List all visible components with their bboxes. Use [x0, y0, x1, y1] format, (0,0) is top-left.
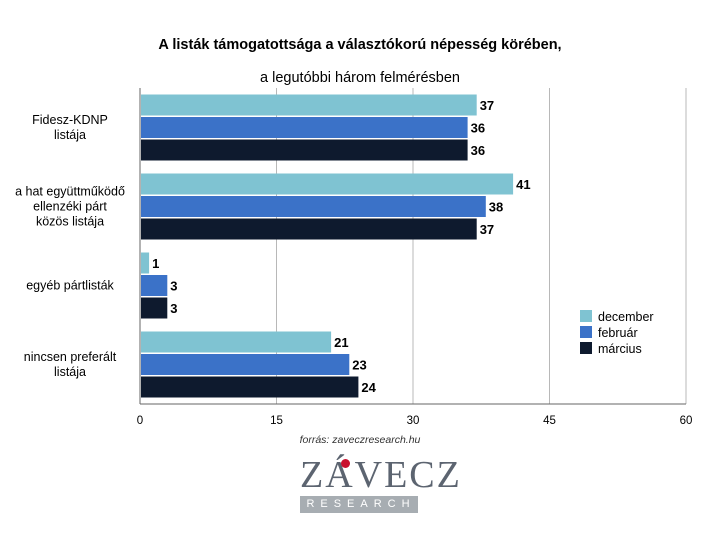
logo-subtitle: RESEARCH [300, 496, 418, 513]
bar [141, 173, 514, 195]
legend-label: december [598, 310, 654, 324]
zavecz-logo: ZÁVECZ RESEARCH [300, 454, 462, 513]
data-label: 24 [361, 380, 376, 395]
legend-swatch [580, 342, 592, 354]
bar [141, 376, 359, 398]
bar-chart: 0 15 30 45 60373636Fidesz-KDNPlistája413837a… [15, 88, 693, 427]
x-tick-label: 0 [137, 415, 143, 427]
bar [141, 331, 332, 353]
logo-wordmark: ZÁVECZ [300, 454, 462, 496]
source-note: forrás: zaveczresearch.hu [299, 434, 421, 446]
category-label: ellenzéki párt [33, 200, 107, 214]
data-label: 1 [152, 256, 159, 271]
category-label: listája [54, 365, 86, 379]
category-label: listája [54, 128, 86, 142]
bar [141, 117, 468, 138]
data-label: 41 [516, 177, 530, 192]
x-tick-label: 30 [407, 415, 420, 427]
bar [141, 139, 468, 161]
x-tick-label: 60 [680, 415, 693, 427]
data-label: 37 [480, 98, 494, 113]
chart-title: A listák támogatottsága a választókorú n… [158, 37, 562, 53]
legend-swatch [580, 326, 592, 338]
bar [141, 275, 168, 296]
bar [141, 94, 477, 116]
data-label: 38 [489, 200, 503, 215]
category-label: egyéb pártlisták [26, 279, 114, 293]
category-label: a hat együttműködő [15, 185, 125, 199]
data-label: 36 [471, 121, 485, 136]
x-tick-label: 15 [270, 415, 283, 427]
legend-label: március [598, 342, 642, 356]
category-label: Fidesz-KDNP [32, 113, 108, 127]
chart-subtitle: a legutóbbi három felmérésben [260, 70, 460, 86]
bar [141, 354, 350, 375]
data-label: 37 [480, 222, 494, 237]
data-label: 3 [170, 301, 177, 316]
logo-red-dot [341, 459, 350, 468]
bar [141, 252, 150, 274]
legend-label: február [598, 326, 638, 340]
data-label: 3 [170, 279, 177, 294]
data-label: 36 [471, 143, 485, 158]
category-label: nincsen preferált [24, 350, 117, 364]
category-label: közös listája [36, 215, 104, 229]
bar [141, 196, 486, 217]
data-label: 21 [334, 335, 348, 350]
legend-swatch [580, 310, 592, 322]
x-tick-label: 45 [543, 415, 556, 427]
bar [141, 297, 168, 319]
data-label: 23 [352, 358, 366, 373]
bar [141, 218, 477, 240]
